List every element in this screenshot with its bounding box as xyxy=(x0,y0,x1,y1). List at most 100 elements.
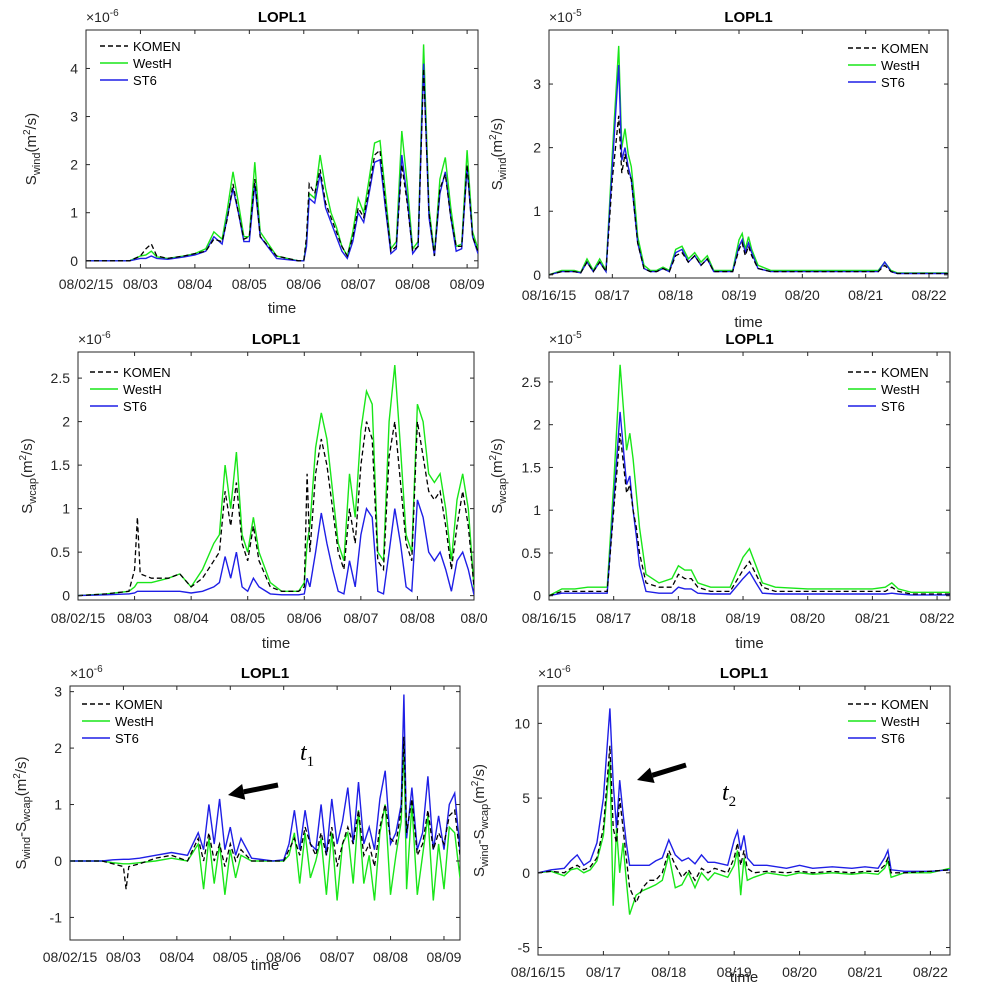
y-tick-label: 5 xyxy=(522,790,530,806)
x-tick-label: 08/18 xyxy=(651,964,686,980)
chart-panel-2: 08/16/15 08/17 08/18 08/19 08/20 08/21 08/22 0 1… xyxy=(488,8,949,331)
chart-title: LOPL1 xyxy=(241,665,289,682)
x-tick-label: 08/19 xyxy=(721,287,756,303)
y-tick-label: 1 xyxy=(70,205,78,221)
x-tick-label: 08/09 xyxy=(450,276,485,292)
axis-scale-label: ×10-5 xyxy=(549,8,582,25)
y-tick-label: 10 xyxy=(514,715,530,731)
annotation-arrow-shaft xyxy=(651,762,687,778)
axis-scale-label: ×10-6 xyxy=(86,8,119,25)
y-tick-label: 1 xyxy=(533,502,541,518)
x-tick-label: 08/22 xyxy=(913,964,948,980)
x-tick-label: 08/17 xyxy=(595,287,630,303)
legend-label-st6: ST6 xyxy=(881,399,905,414)
x-tick-label: 08/20 xyxy=(785,287,820,303)
legend: KOMEN WestH ST6 xyxy=(100,39,181,88)
x-tick-label: 08/16/15 xyxy=(522,287,577,303)
y-tick-label: 2.5 xyxy=(51,370,71,386)
annotation-arrow-head xyxy=(637,767,655,783)
plot-area xyxy=(85,29,479,269)
y-tick-label: -5 xyxy=(518,940,531,956)
y-tick-label: -1 xyxy=(50,909,63,925)
legend-label-komen: KOMEN xyxy=(881,41,929,56)
legend-label-westh: WestH xyxy=(881,382,920,397)
y-tick-label: 1.5 xyxy=(522,459,542,475)
legend: KOMEN WestH ST6 xyxy=(848,697,929,746)
x-axis-label: time xyxy=(268,300,296,317)
x-axis-label: time xyxy=(251,957,279,974)
y-tick-label: 1 xyxy=(54,797,62,813)
x-tick-label: 08/03 xyxy=(123,276,158,292)
y-tick-label: 1 xyxy=(533,203,541,219)
x-tick-label: 08/03 xyxy=(117,610,152,626)
axis-scale-label: ×10-6 xyxy=(70,664,103,681)
series-line-st6 xyxy=(78,499,474,597)
y-axis-label: Swind-Swcap(m2/s) xyxy=(470,764,491,877)
y-tick-label: 0 xyxy=(70,253,78,269)
x-axis-label: time xyxy=(730,969,758,986)
y-tick-label: 2 xyxy=(533,140,541,156)
series-line-westh xyxy=(549,364,950,597)
legend-label-komen: KOMEN xyxy=(123,365,171,380)
series-line-komen xyxy=(538,745,950,905)
x-tick-label: 08/21 xyxy=(848,287,883,303)
chart-title: LOPL1 xyxy=(258,9,306,26)
x-tick-label: 08/06 xyxy=(266,949,301,965)
y-tick-label: 0.5 xyxy=(522,545,542,561)
y-tick-label: 0.5 xyxy=(51,544,71,560)
x-tick-label: 08/20 xyxy=(790,610,825,626)
axis-scale-label: ×10-6 xyxy=(538,664,571,681)
x-tick-label: 08/22 xyxy=(911,287,946,303)
x-tick-label: 08/07 xyxy=(343,610,378,626)
x-tick-label: 08/07 xyxy=(341,276,376,292)
y-tick-label: 0 xyxy=(533,267,541,283)
x-tick-label: 08/02/15 xyxy=(43,949,98,965)
series-line-st6 xyxy=(70,694,460,862)
legend-label-komen: KOMEN xyxy=(115,697,163,712)
series-line-komen xyxy=(549,115,948,276)
y-tick-label: 4 xyxy=(70,60,78,76)
chart-title: LOPL1 xyxy=(720,665,768,682)
x-tick-label: 08/19 xyxy=(717,964,752,980)
x-tick-label: 08/16/15 xyxy=(511,964,566,980)
x-tick-label: 08/04 xyxy=(174,610,209,626)
y-tick-label: 1.5 xyxy=(51,457,71,473)
legend-label-komen: KOMEN xyxy=(133,39,181,54)
y-tick-label: 1 xyxy=(62,501,70,517)
x-tick-label: 08/04 xyxy=(177,276,212,292)
y-axis-label: Swind(m2/s) xyxy=(488,118,509,190)
legend-label-westh: WestH xyxy=(115,714,154,729)
x-tick-label: 08/17 xyxy=(596,610,631,626)
x-tick-label: 08/20 xyxy=(782,964,817,980)
y-tick-label: 3 xyxy=(54,684,62,700)
chart-panel-5: 08/02/15 08/03 08/04 08/05 08/06 08/07 08/08 08… xyxy=(12,664,462,974)
legend-label-westh: WestH xyxy=(881,714,920,729)
x-tick-label: 08/05 xyxy=(213,949,248,965)
legend-label-st6: ST6 xyxy=(881,75,905,90)
legend: KOMEN WestH ST6 xyxy=(90,365,171,414)
y-tick-label: 0 xyxy=(54,853,62,869)
legend-label-st6: ST6 xyxy=(115,731,139,746)
series-line-westh xyxy=(538,760,950,915)
x-tick-label: 08/19 xyxy=(726,610,761,626)
legend-label-komen: KOMEN xyxy=(881,697,929,712)
x-tick-label: 08/21 xyxy=(847,964,882,980)
x-tick-label: 08/07 xyxy=(320,949,355,965)
x-tick-label: 08/0 xyxy=(460,610,487,626)
x-tick-label: 08/17 xyxy=(586,964,621,980)
series-line-st6 xyxy=(538,708,950,874)
legend-label-westh: WestH xyxy=(123,382,162,397)
x-tick-label: 08/04 xyxy=(159,949,194,965)
y-tick-label: 2 xyxy=(70,157,78,173)
chart-panel-3: 08/02/15 08/03 08/04 08/05 08/06 08/07 08/08 08… xyxy=(18,330,488,652)
legend-label-st6: ST6 xyxy=(881,731,905,746)
y-tick-label: 0 xyxy=(522,865,530,881)
axis-scale-label: ×10-5 xyxy=(549,330,582,347)
y-tick-label: 3 xyxy=(70,109,78,125)
y-tick-label: 0 xyxy=(533,588,541,604)
y-tick-label: 0 xyxy=(62,588,70,604)
y-tick-label: 3 xyxy=(533,76,541,92)
x-tick-label: 08/02/15 xyxy=(59,276,114,292)
chart-title: LOPL1 xyxy=(725,331,773,348)
